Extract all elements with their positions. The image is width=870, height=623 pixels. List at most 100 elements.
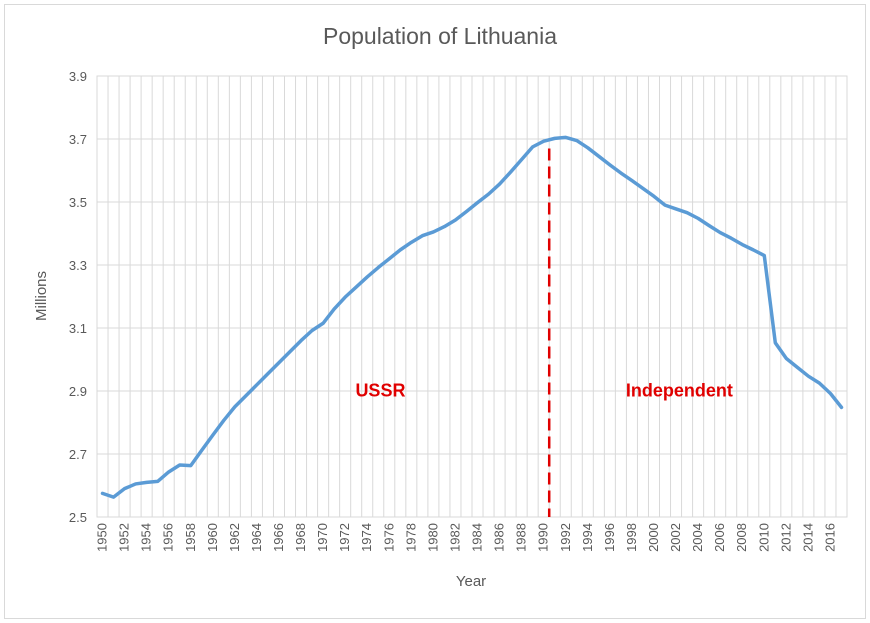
x-tick-label: 2016 xyxy=(822,523,837,552)
data-point xyxy=(509,170,512,174)
data-point xyxy=(796,366,799,369)
data-point xyxy=(167,470,170,474)
x-tick-label: 1974 xyxy=(359,523,374,552)
data-point xyxy=(818,381,821,385)
x-tick-label: 1986 xyxy=(492,523,507,552)
data-point xyxy=(388,257,391,260)
plot-area-border xyxy=(96,75,848,518)
y-tick-label: 3.1 xyxy=(69,321,87,336)
y-tick-label: 2.7 xyxy=(69,447,87,462)
y-tick-label: 2.9 xyxy=(69,384,87,399)
data-point xyxy=(564,136,567,139)
plot-border xyxy=(96,75,848,518)
data-point xyxy=(608,163,612,167)
x-tick-label: 2004 xyxy=(690,523,705,552)
data-point xyxy=(145,481,148,484)
x-tick-label: 1956 xyxy=(161,523,176,552)
x-tick-label: 1970 xyxy=(315,523,330,552)
y-tick-label: 3.3 xyxy=(69,258,87,273)
x-axis-ticks: 1950 1952 1954 1956 1958 1960 1962 1964 1966 1968… xyxy=(95,523,838,552)
x-axis-label: Year xyxy=(456,573,486,590)
x-tick-label: 2010 xyxy=(756,523,771,552)
data-point xyxy=(189,464,192,467)
data-point xyxy=(399,248,402,252)
x-tick-label: 1962 xyxy=(227,523,242,552)
data-point xyxy=(531,145,534,149)
data-point xyxy=(652,195,656,198)
x-tick-label: 1958 xyxy=(183,523,198,552)
data-point xyxy=(498,182,501,186)
data-point xyxy=(586,146,590,150)
data-point xyxy=(366,275,369,279)
data-point xyxy=(343,295,347,299)
data-point xyxy=(465,210,468,213)
data-point xyxy=(222,419,226,422)
data-point xyxy=(266,372,270,375)
annotation-label: USSR xyxy=(355,381,405,401)
data-point xyxy=(156,480,159,483)
x-tick-label: 1950 xyxy=(95,523,110,552)
data-point xyxy=(718,231,722,234)
x-tick-label: 1996 xyxy=(602,523,617,552)
data-point xyxy=(619,171,623,175)
data-point xyxy=(774,341,777,345)
y-tick-label: 3.7 xyxy=(69,132,87,147)
x-tick-label: 1954 xyxy=(139,523,154,552)
data-point xyxy=(597,155,601,158)
data-point xyxy=(476,201,479,204)
data-point xyxy=(377,266,380,269)
data-point xyxy=(454,218,457,222)
data-point xyxy=(211,433,215,437)
data-point xyxy=(410,241,413,244)
x-tick-label: 2002 xyxy=(668,523,683,552)
x-tick-label: 1984 xyxy=(470,523,485,552)
data-point xyxy=(101,492,104,495)
data-point xyxy=(443,225,446,228)
y-tick-label: 3.5 xyxy=(69,195,87,210)
data-point xyxy=(310,329,314,332)
data-point xyxy=(741,243,744,246)
series-layer xyxy=(100,135,844,499)
series-line xyxy=(100,135,844,499)
y-tick-label: 2.5 xyxy=(69,510,87,525)
x-tick-label: 1992 xyxy=(558,523,573,552)
data-point xyxy=(134,482,137,486)
annotation-label: Independent xyxy=(626,381,733,401)
data-point xyxy=(630,179,634,182)
x-tick-label: 1998 xyxy=(624,523,639,552)
data-point xyxy=(487,192,490,196)
x-tick-label: 1994 xyxy=(580,523,595,552)
x-tick-label: 2008 xyxy=(734,523,749,552)
x-tick-label: 1988 xyxy=(514,523,529,552)
data-point xyxy=(752,248,755,252)
data-point xyxy=(432,230,435,234)
data-point xyxy=(542,140,545,143)
data-point xyxy=(421,234,424,237)
data-point xyxy=(707,224,711,227)
y-axis-ticks: 2.5 2.7 2.9 3.1 3.3 3.5 3.7 3.9 xyxy=(69,69,87,525)
y-axis-label: Millions xyxy=(33,271,50,321)
data-point xyxy=(354,285,358,289)
x-tick-label: 1980 xyxy=(425,523,440,552)
x-tick-label: 2000 xyxy=(646,523,661,552)
data-point xyxy=(807,374,810,378)
x-tick-label: 1968 xyxy=(293,523,308,552)
x-tick-label: 2006 xyxy=(712,523,727,552)
data-point xyxy=(123,487,126,490)
grid xyxy=(96,75,848,518)
data-point xyxy=(321,322,325,325)
data-point xyxy=(663,203,667,207)
data-point xyxy=(685,211,689,214)
x-tick-label: 1964 xyxy=(249,523,264,552)
data-point xyxy=(696,217,700,220)
data-point xyxy=(255,383,259,386)
data-point xyxy=(178,463,181,467)
data-point xyxy=(674,207,678,211)
data-point xyxy=(553,137,556,140)
data-point xyxy=(840,406,843,409)
data-point xyxy=(575,139,578,142)
data-point xyxy=(233,405,237,408)
x-tick-label: 1990 xyxy=(536,523,551,552)
x-tick-label: 1976 xyxy=(381,523,396,552)
